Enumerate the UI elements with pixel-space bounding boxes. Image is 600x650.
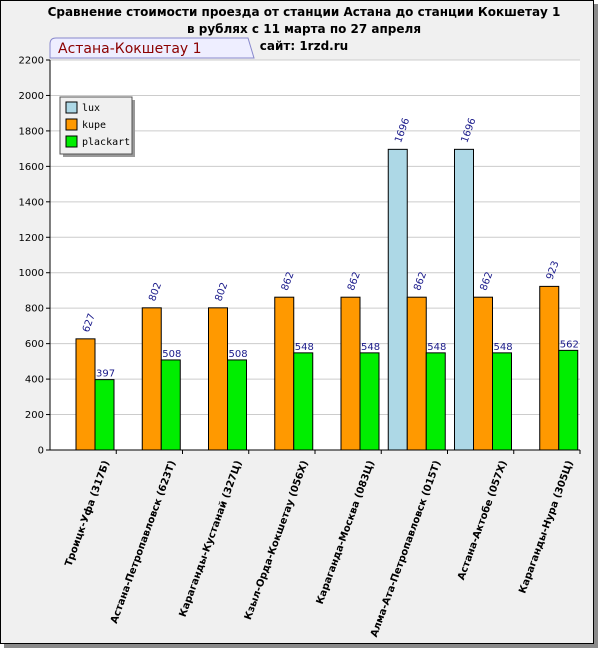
y-axis-ticks: 0 200 400 600 800 1000 1200 1400 1600 1800 2000 220… [19,56,50,457]
chart-title: Сравнение стоимости проезда от станции А… [48,5,561,53]
chart-tab: Астана-Кокшетау 1 [49,37,255,59]
bar-plackart [558,349,579,451]
legend-swatch-lux [65,101,78,114]
bar-plackart [160,359,181,451]
x-category-label: Троицк-Уфа (317Б) [63,459,112,568]
y-tick-label: 2200 [19,56,44,67]
bar-plackart [293,352,314,451]
value-label-plackart: 548 [427,342,446,353]
value-label-plackart: 397 [96,369,115,380]
bar-kupe [274,296,295,451]
y-tick-label: 1200 [19,233,44,244]
value-label-plackart: 508 [162,349,181,360]
x-category-label: Караганды-Кустанай (327Ц) [178,459,245,618]
bar-plackart [492,352,512,451]
y-tick-label: 200 [25,410,44,421]
title-line-3: сайт: 1rzd.ru [260,39,348,53]
bar-lux [387,148,408,451]
gridlines [50,59,580,416]
x-category-label: Алма-Ата-Петропавловск (015Т) [369,459,443,639]
bar-plackart [227,359,247,451]
y-tick-label: 0 [38,446,44,457]
value-label-plackart: 548 [361,342,380,353]
bar-kupe [406,296,427,451]
bar-plackart [359,352,380,451]
y-tick-label: 800 [25,304,44,315]
title-line-2: в рублях с 11 марта по 27 апреля [187,22,421,36]
bar-kupe [208,307,228,451]
tab-label: Астана-Кокшетау 1 [58,41,202,57]
bars [75,148,579,451]
x-axis-labels: Троицк-Уфа (317Б)Астана-Петропавловск (6… [63,450,581,639]
title-line-1: Сравнение стоимости проезда от станции А… [48,5,561,19]
bar-plackart [425,352,446,451]
y-tick-label: 1800 [19,126,44,137]
value-label-plackart: 548 [295,342,314,353]
bar-kupe [473,296,493,451]
x-category-label: Караганды-Нура (305Ц) [517,459,575,595]
legend-label-kupe: kupe [82,120,106,131]
y-tick-label: 600 [25,339,44,350]
bar-kupe [141,307,162,451]
bar-kupe [75,338,96,451]
legend-label-plackart: plackart [82,137,130,148]
legend-label-lux: lux [82,103,100,114]
bar-lux [454,148,474,451]
x-category-label: Астана-Петропавловск (623Т) [109,459,178,625]
x-category-label: Кзыл-Орда-Кокшетау (056Х) [243,459,311,621]
y-tick-label: 1400 [19,197,44,208]
bar-plackart [94,379,115,451]
tab-shape [49,37,255,59]
bar-kupe [539,285,560,451]
legend-swatch-plackart [65,135,78,148]
y-tick-label: 2000 [19,91,44,102]
value-label-plackart: 548 [494,342,513,353]
y-tick-label: 1600 [19,162,44,173]
legend-swatch-kupe [65,118,78,131]
legend: lux kupe plackart [59,96,135,157]
value-label-plackart: 508 [229,349,248,360]
bar-kupe [340,296,361,451]
x-category-label: Караганда-Москва (083Ц) [315,459,377,606]
y-tick-label: 400 [25,375,44,386]
value-label-plackart: 562 [560,339,579,350]
y-tick-label: 1000 [19,268,44,279]
x-category-label: Астана-Актобе (057Х) [455,459,509,582]
